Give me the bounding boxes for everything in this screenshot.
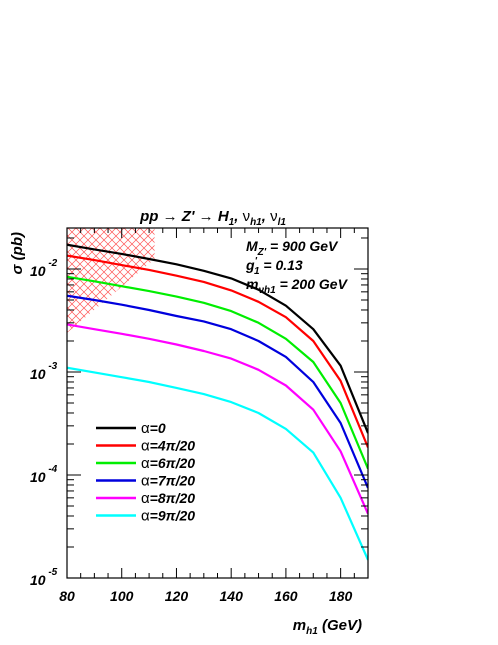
- series-line-2: [67, 275, 368, 470]
- x-tick-label: 100: [110, 588, 134, 604]
- series-line-0: [67, 243, 368, 434]
- series-line-3: [67, 294, 368, 489]
- y-tick-label: 10 -5: [30, 567, 58, 588]
- annotation-0: MZ' = 900 GeV: [246, 238, 339, 258]
- x-axis-label: mh1 (GeV): [293, 617, 362, 637]
- series-line-5: [67, 366, 368, 561]
- series-line-4: [67, 323, 368, 515]
- x-tick-label: 120: [165, 588, 189, 604]
- legend-label-4: α=8π/20: [141, 490, 195, 507]
- x-tick-label: 180: [329, 588, 353, 604]
- legend-label-5: α=9π/20: [141, 508, 195, 525]
- legend-label-2: α=6π/20: [141, 455, 195, 472]
- legend-label-1: α=4π/20: [141, 438, 195, 455]
- y-tick-label: 10 -4: [30, 464, 58, 485]
- annotation-1: g' 1 = 0.13: [245, 256, 303, 277]
- y-tick-label: 10 -2: [30, 258, 58, 279]
- y-tick-label: 10 -3: [30, 361, 58, 382]
- chart-title: pp → Z' → H1, νh1, νl1: [139, 208, 286, 228]
- series-line-1: [67, 254, 368, 448]
- annotation-2: mνh1 = 200 GeV: [246, 276, 349, 296]
- x-tick-label: 80: [59, 588, 75, 604]
- x-tick-label: 160: [274, 588, 298, 604]
- legend-label-3: α=7π/20: [141, 473, 195, 490]
- legend-label-0: α=0: [141, 420, 166, 437]
- x-tick-label: 140: [220, 588, 244, 604]
- excluded-region-hatch: [67, 228, 155, 333]
- y-axis-label: σ (pb): [9, 232, 26, 274]
